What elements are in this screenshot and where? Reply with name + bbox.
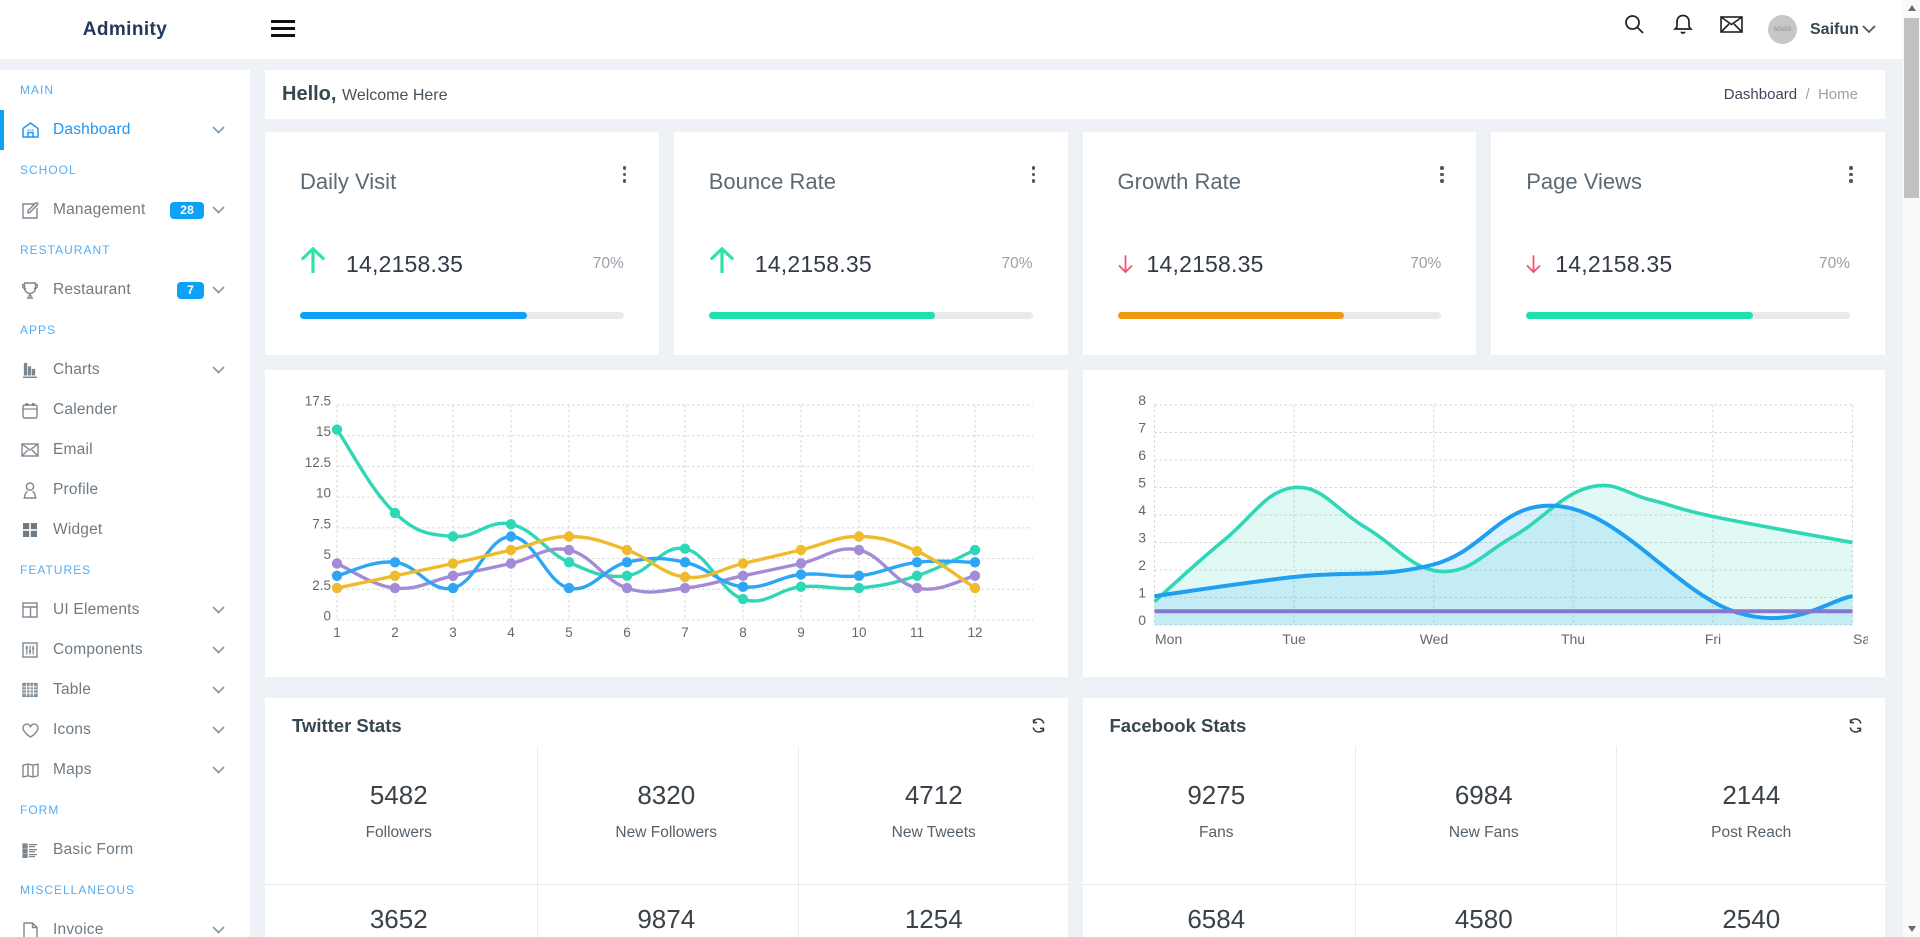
svg-text:3: 3	[449, 625, 457, 640]
svg-text:3: 3	[1138, 530, 1146, 546]
svg-text:Tue: Tue	[1282, 631, 1306, 647]
svg-text:6: 6	[1138, 447, 1146, 463]
svg-text:1: 1	[1138, 585, 1146, 601]
svg-text:7: 7	[1138, 420, 1146, 436]
svg-text:17.5: 17.5	[305, 394, 331, 409]
svg-text:Fri: Fri	[1704, 631, 1720, 647]
svg-text:8: 8	[1138, 392, 1146, 408]
svg-text:2.5: 2.5	[312, 578, 331, 593]
svg-text:5: 5	[323, 547, 331, 562]
svg-text:4: 4	[507, 625, 515, 640]
svg-text:5: 5	[565, 625, 573, 640]
svg-text:12: 12	[967, 625, 982, 640]
svg-text:10: 10	[316, 486, 331, 501]
svg-text:15: 15	[316, 424, 331, 439]
svg-text:2: 2	[1138, 557, 1146, 573]
svg-text:Thu: Thu	[1560, 631, 1584, 647]
svg-text:1: 1	[333, 625, 341, 640]
svg-text:8: 8	[739, 625, 747, 640]
svg-text:7.5: 7.5	[312, 516, 331, 531]
svg-text:7: 7	[681, 625, 689, 640]
svg-text:0: 0	[323, 609, 331, 624]
svg-text:9: 9	[797, 625, 805, 640]
svg-text:0: 0	[1138, 612, 1146, 628]
svg-text:11: 11	[910, 625, 924, 640]
svg-text:6: 6	[623, 625, 631, 640]
svg-text:Wed: Wed	[1419, 631, 1448, 647]
svg-text:Mon: Mon	[1155, 631, 1182, 647]
svg-text:10: 10	[851, 625, 866, 640]
svg-text:5: 5	[1138, 475, 1146, 491]
svg-text:4: 4	[1138, 502, 1146, 518]
svg-text:2: 2	[391, 625, 399, 640]
svg-text:12.5: 12.5	[305, 455, 331, 470]
